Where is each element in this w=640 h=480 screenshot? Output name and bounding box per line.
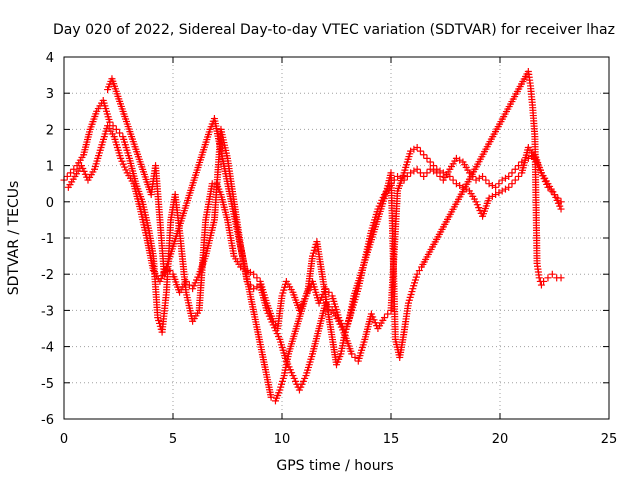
data-point — [540, 277, 548, 285]
data-point — [384, 310, 392, 318]
data-point — [505, 172, 513, 180]
data-point — [557, 274, 565, 282]
data-point — [380, 314, 388, 322]
y-tick-label: -1 — [41, 232, 54, 247]
data-point — [515, 172, 523, 180]
y-tick-label: 4 — [46, 51, 54, 66]
data-point — [420, 172, 428, 180]
y-axis-title: SDTVAR / TECUs — [6, 181, 22, 296]
y-tick-label: -5 — [41, 377, 54, 392]
x-tick-label: 15 — [383, 432, 400, 447]
x-tick-label: 5 — [169, 432, 177, 447]
data-point — [482, 176, 490, 184]
data-point — [182, 277, 190, 285]
x-tick-label: 25 — [601, 432, 618, 447]
data-point — [492, 183, 500, 191]
data-point — [63, 172, 71, 180]
y-tick-label: -4 — [41, 341, 54, 356]
data-point — [423, 154, 431, 162]
data-point — [413, 144, 421, 151]
data-point — [416, 147, 424, 155]
data-point — [548, 270, 556, 278]
data-point — [116, 129, 124, 137]
data-point — [511, 165, 519, 173]
data-point — [557, 205, 565, 213]
chart-title: Day 020 of 2022, Sidereal Day-to-day VTE… — [53, 22, 615, 38]
data-point — [112, 125, 120, 133]
data-point — [544, 274, 552, 282]
data-point — [430, 162, 438, 170]
x-tick-label: 20 — [492, 432, 509, 447]
y-tick-label: -2 — [41, 268, 54, 283]
data-point — [449, 176, 457, 184]
data-point — [106, 118, 114, 126]
data-point — [416, 169, 424, 177]
data-point — [535, 274, 543, 282]
y-tick-label: 3 — [46, 87, 54, 102]
data-point — [415, 267, 423, 275]
data-point — [67, 169, 75, 177]
data-point — [537, 281, 545, 289]
data-point — [423, 169, 431, 177]
data-point — [413, 165, 421, 173]
y-tick-label: -3 — [41, 304, 54, 319]
data-point — [70, 165, 78, 173]
data-point — [511, 176, 519, 184]
data-point — [166, 267, 174, 275]
data-point — [351, 353, 359, 361]
data-point — [253, 274, 261, 282]
y-tick-label: 2 — [46, 123, 54, 138]
y-tick-label: -6 — [41, 413, 54, 428]
x-axis-title: GPS time / hours — [276, 458, 393, 474]
data-point — [508, 180, 516, 188]
data-point — [495, 180, 503, 188]
data-point — [413, 270, 421, 278]
data-point — [446, 172, 454, 180]
y-tick-label: 0 — [46, 196, 54, 211]
data-point — [420, 151, 428, 159]
series-track-c — [104, 67, 565, 405]
x-tick-label: 10 — [274, 432, 291, 447]
data-point — [426, 158, 434, 166]
data-point — [403, 172, 411, 180]
x-tick-label: 0 — [60, 432, 68, 447]
data-point — [505, 183, 513, 191]
data-point — [348, 350, 356, 358]
y-tick-label: 1 — [46, 160, 54, 175]
data-point — [185, 281, 193, 289]
data-point — [267, 393, 275, 401]
data-series — [60, 67, 565, 405]
data-point — [479, 172, 487, 180]
data-point — [250, 270, 258, 278]
data-point — [508, 169, 516, 177]
